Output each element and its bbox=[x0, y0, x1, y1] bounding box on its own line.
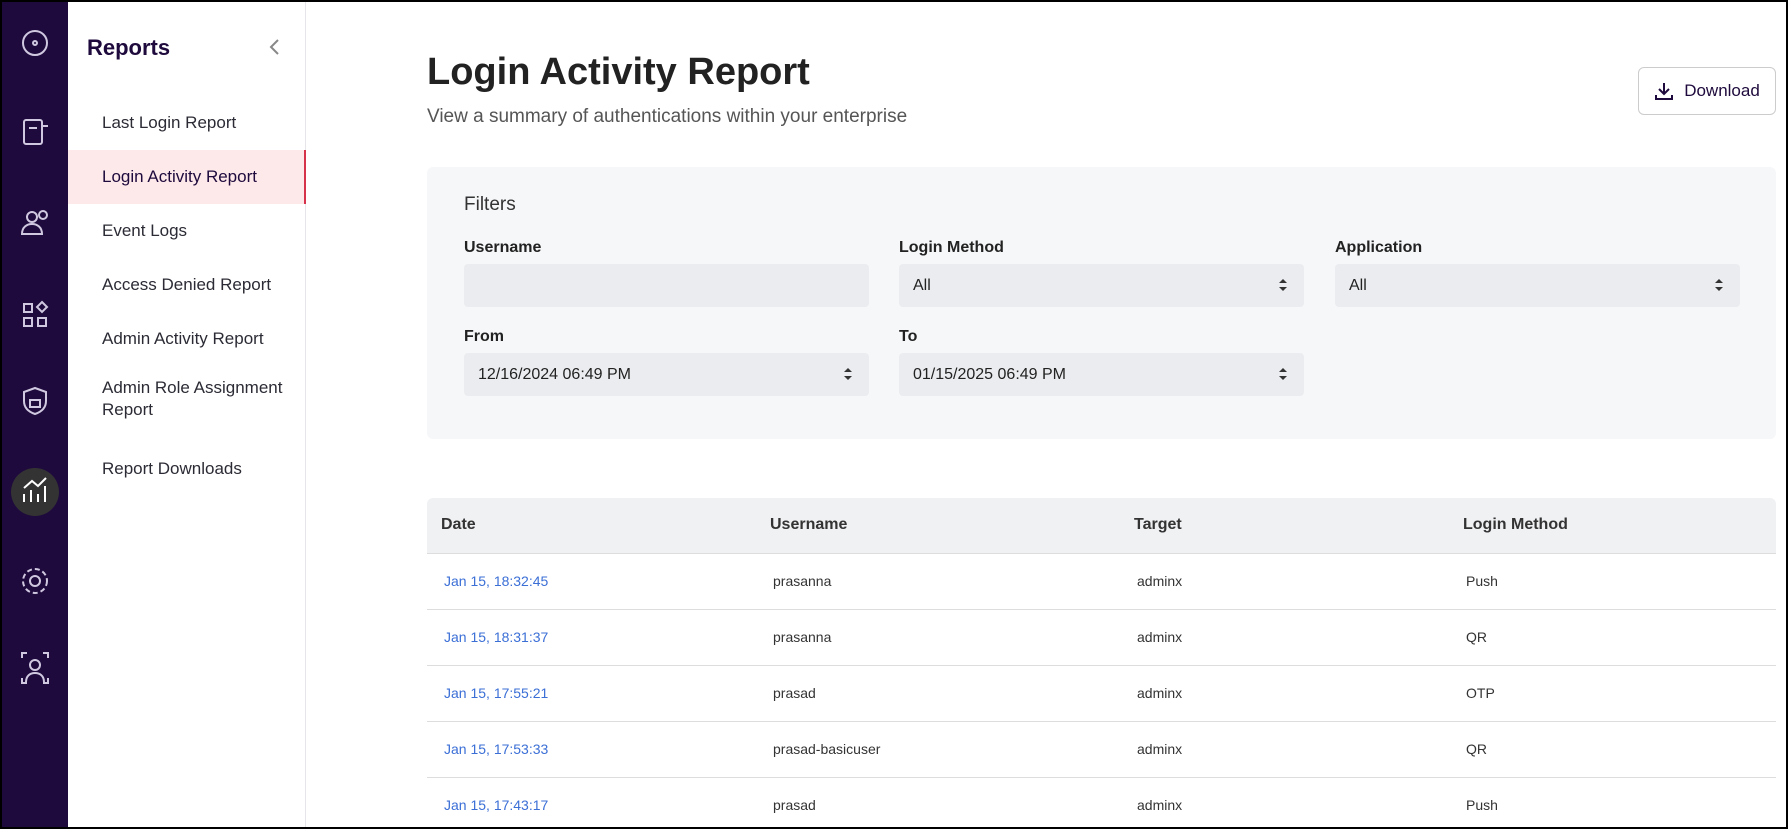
cell: Push bbox=[1466, 797, 1498, 813]
select-arrow bbox=[1279, 279, 1287, 291]
cell: adminx bbox=[1137, 741, 1183, 757]
filter-label: Application bbox=[1335, 239, 1423, 256]
cell: prasanna bbox=[773, 573, 832, 589]
select-value: All bbox=[913, 276, 931, 294]
sidebar: Reports Last Login Report Login Activity … bbox=[68, 2, 306, 827]
cell: OTP bbox=[1466, 685, 1495, 701]
table-row bbox=[427, 554, 1776, 610]
filter-label: From bbox=[464, 328, 504, 345]
filter-label: Username bbox=[464, 239, 542, 256]
table-header bbox=[427, 498, 1776, 554]
column-header: Login Method bbox=[1463, 516, 1568, 533]
menu-item[interactable]: Access Denied Report bbox=[102, 275, 272, 294]
select[interactable]: All bbox=[1335, 264, 1740, 307]
date-link[interactable]: Jan 15, 17:43:17 bbox=[444, 797, 549, 813]
select-arrow bbox=[1715, 279, 1723, 291]
icon-rail bbox=[2, 2, 68, 827]
cell: adminx bbox=[1137, 629, 1183, 645]
page-title: Login Activity Report bbox=[427, 51, 810, 93]
date-link[interactable]: Jan 15, 17:55:21 bbox=[444, 685, 549, 701]
text-input[interactable] bbox=[464, 264, 869, 307]
download-label: Download bbox=[1684, 81, 1760, 100]
filter-label: Login Method bbox=[899, 239, 1004, 256]
table-row bbox=[427, 610, 1776, 666]
column-header: Username bbox=[770, 516, 848, 533]
filter-panel: Filters Username Login Method All Applicati… bbox=[427, 167, 1776, 439]
cell: prasanna bbox=[773, 629, 832, 645]
date-link[interactable]: Jan 15, 18:31:37 bbox=[444, 629, 549, 645]
table-row bbox=[427, 666, 1776, 722]
menu-item[interactable]: Last Login Report bbox=[102, 113, 237, 132]
cell: prasad bbox=[773, 685, 816, 701]
menu-item[interactable]: Login Activity Report bbox=[68, 150, 306, 204]
cell: prasad bbox=[773, 797, 816, 813]
select[interactable]: All bbox=[899, 264, 1304, 307]
rail-icons bbox=[11, 30, 59, 684]
table: Date Username Target Login Method Jan 15, 18… bbox=[427, 498, 1776, 827]
download-button[interactable]: Download bbox=[1638, 67, 1776, 115]
menu-item[interactable]: Report Downloads bbox=[102, 459, 242, 478]
menu-item[interactable]: Event Logs bbox=[102, 221, 188, 240]
table-row bbox=[427, 778, 1776, 827]
cell: Push bbox=[1466, 573, 1498, 589]
cell: QR bbox=[1466, 629, 1487, 645]
table-row bbox=[427, 722, 1776, 778]
select-value: 01/15/2025 06:49 PM bbox=[913, 365, 1067, 383]
sidebar-title: Reports bbox=[87, 35, 171, 60]
filters-title: Filters bbox=[464, 194, 516, 215]
menu-item[interactable]: Admin Activity Report bbox=[102, 329, 264, 348]
select-value: All bbox=[1349, 276, 1367, 294]
cell: adminx bbox=[1137, 797, 1183, 813]
cell: adminx bbox=[1137, 573, 1183, 589]
filter-label: To bbox=[899, 328, 918, 345]
select[interactable]: 01/15/2025 06:49 PM bbox=[899, 353, 1304, 396]
select-value: 12/16/2024 06:49 PM bbox=[478, 365, 632, 383]
select[interactable]: 12/16/2024 06:49 PM bbox=[464, 353, 869, 396]
date-link[interactable]: Jan 15, 17:53:33 bbox=[444, 741, 549, 757]
page-subtitle: View a summary of authentications within… bbox=[427, 106, 908, 127]
select-arrow bbox=[844, 368, 852, 380]
collapse-button[interactable] bbox=[268, 38, 282, 56]
column-header: Target bbox=[1134, 516, 1182, 533]
cell: adminx bbox=[1137, 685, 1183, 701]
download-icon bbox=[1655, 83, 1674, 100]
date-link[interactable]: Jan 15, 18:32:45 bbox=[444, 573, 549, 589]
cell: QR bbox=[1466, 741, 1487, 757]
column-header: Date bbox=[441, 516, 476, 533]
select-arrow bbox=[1279, 368, 1287, 380]
cell: prasad-basicuser bbox=[773, 741, 881, 757]
menu-item[interactable]: Admin Role Assignment Report bbox=[102, 378, 283, 419]
